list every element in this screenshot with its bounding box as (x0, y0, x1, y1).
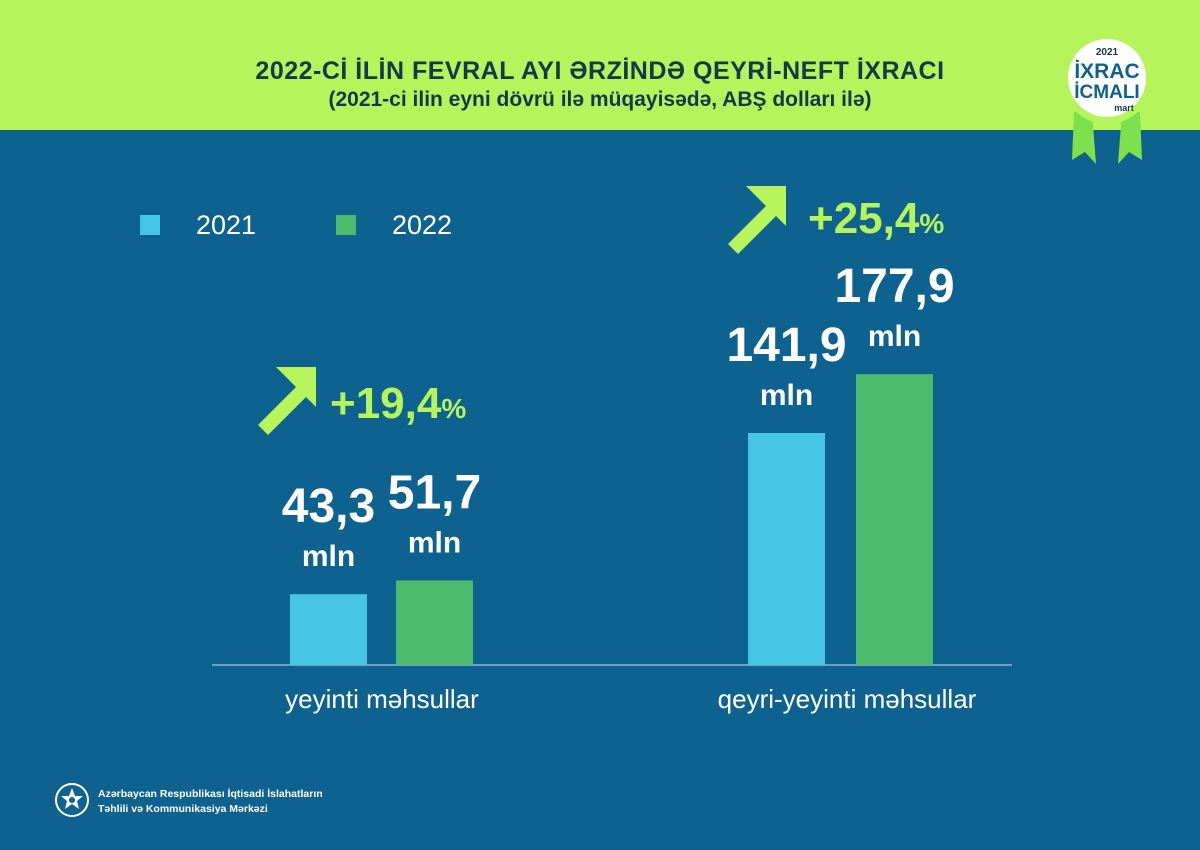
footer: Azərbaycan Respublikası İqtisadi İslahat… (54, 782, 454, 822)
category-label-1: qeyri-yeyinti məhsullar (718, 684, 977, 714)
growth-arrow-icon-0 (258, 367, 316, 435)
bar-2022-0 (396, 580, 473, 665)
badge-month: mart (1114, 103, 1134, 113)
footer-line1: Azərbaycan Respublikası İqtisadi İslahat… (98, 788, 323, 800)
data-label-2021-0: 43,3 (282, 480, 375, 533)
legend-label-2022: 2022 (392, 210, 453, 240)
ribbon-tail-left (1072, 112, 1096, 164)
legend-swatch-2021 (140, 215, 160, 235)
unit-label-2021-1: mln (760, 379, 813, 412)
badge-ribbon-icon: 2021 İXRAC İCMALI mart (1061, 34, 1153, 164)
unit-label-2022-1: mln (868, 320, 921, 353)
footer-line2: Təhlili və Kommunikasiya Mərkəzi (98, 803, 268, 815)
unit-label-2021-0: mln (302, 540, 355, 573)
growth-label-1: +25,4% (808, 194, 944, 243)
bar-2021-0 (290, 594, 367, 665)
growth-arrow-icon-1 (728, 186, 786, 254)
header-band (0, 0, 1200, 130)
badge-inner (1068, 39, 1146, 117)
bar-2022-1 (856, 374, 933, 665)
legend-swatch-2022 (336, 215, 356, 235)
footer-organization: Azərbaycan Respublikası İqtisadi İslahat… (98, 787, 323, 817)
data-label-2022-0: 51,7 (388, 466, 481, 519)
badge-year: 2021 (1096, 47, 1119, 58)
bar-2021-1 (748, 432, 825, 665)
category-label-0: yeyinti məhsullar (285, 684, 479, 714)
chart-subtitle: (2021-ci ilin eyni dövrü ilə müqayisədə,… (328, 88, 872, 111)
data-label-2021-1: 141,9 (726, 319, 846, 372)
emblem-icon (55, 783, 89, 817)
data-label-2022-1: 177,9 (834, 260, 954, 313)
legend-label-2021: 2021 (196, 210, 257, 240)
badge-line1: İXRAC (1074, 60, 1139, 83)
ribbon-tail-right (1118, 112, 1142, 164)
badge-line2: İCMALI (1074, 82, 1139, 103)
chart-title: 2022-Cİ İLİN FEVRAL AYI ƏRZİNDƏ QEYRİ-NE… (255, 57, 945, 85)
growth-label-0: +19,4% (330, 379, 466, 428)
unit-label-2022-0: mln (408, 526, 461, 559)
